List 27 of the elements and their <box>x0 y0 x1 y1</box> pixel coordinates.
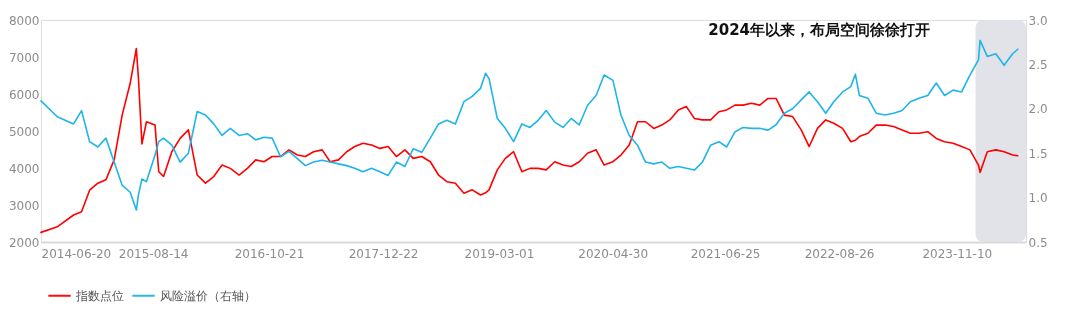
x-tick-label: 2020-04-30 <box>578 246 649 261</box>
x-tick-label: 2016-10-21 <box>234 246 305 261</box>
y-tick-label: 3000 <box>8 198 40 213</box>
legend-label: 风险溢价（右轴） <box>160 288 256 303</box>
x-tick-label: 2015-08-14 <box>118 246 189 261</box>
legend-label: 指数点位 <box>75 288 124 303</box>
y-tick-label: 5000 <box>8 124 40 139</box>
y-tick-label: 4000 <box>8 161 40 176</box>
x-tick-label: 2019-03-01 <box>464 246 535 261</box>
x-tick-label: 2017-12-22 <box>348 246 419 261</box>
y-tick-label: 8000 <box>8 13 40 28</box>
x-tick-label: 2021-06-25 <box>690 246 761 261</box>
y2-tick-label: 1.0 <box>1028 191 1048 206</box>
y2-tick-label: 3.0 <box>1028 13 1048 28</box>
y-tick-label: 7000 <box>8 50 40 65</box>
x-tick-label: 2014-06-20 <box>41 246 112 261</box>
line-series <box>40 39 1019 211</box>
y-tick-label: 2000 <box>8 235 40 250</box>
x-tick-label: 2022-08-26 <box>804 246 875 261</box>
line-series <box>40 47 1019 234</box>
y2-tick-label: 0.5 <box>1028 235 1048 250</box>
y-tick-label: 6000 <box>8 87 40 102</box>
y2-tick-label: 1.5 <box>1028 146 1048 161</box>
x-tick-label: 2023-11-10 <box>922 246 993 261</box>
annotation: 2024年以来，布局空间徐徐打开 <box>708 21 931 39</box>
y2-tick-label: 2.0 <box>1028 102 1048 117</box>
y2-tick-label: 2.5 <box>1028 57 1048 72</box>
